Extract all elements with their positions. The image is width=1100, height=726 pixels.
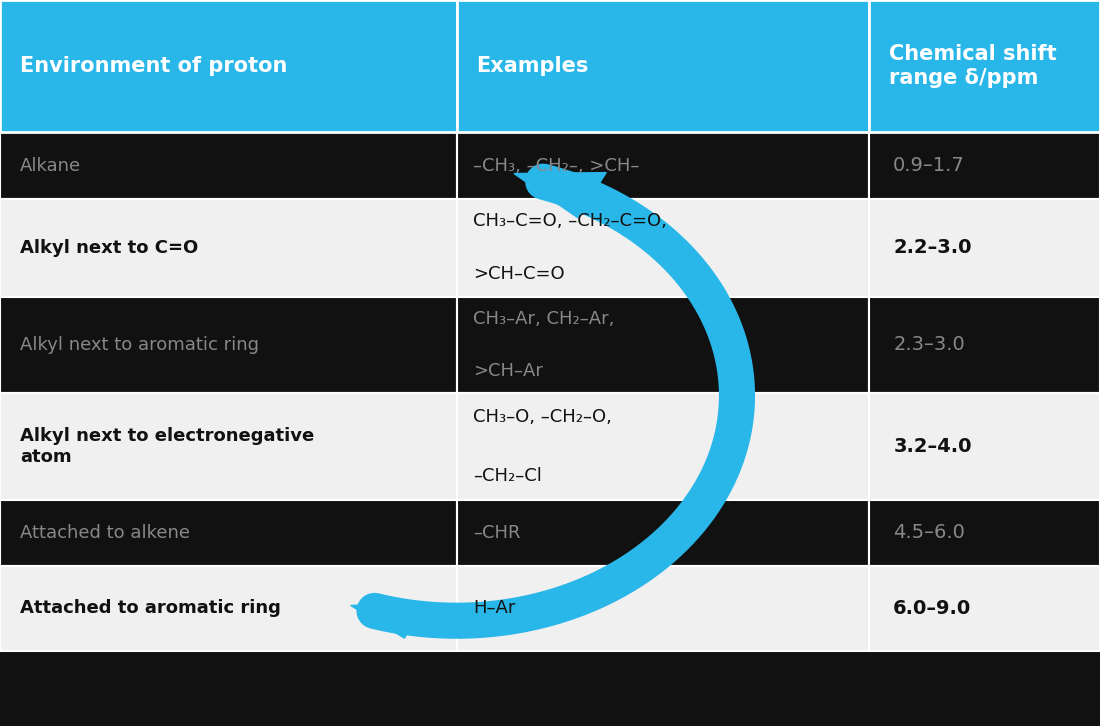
Text: Alkyl next to electronegative
atom: Alkyl next to electronegative atom bbox=[20, 427, 315, 466]
Bar bbox=[869, 566, 1100, 651]
Text: Environment of proton: Environment of proton bbox=[20, 56, 287, 76]
Text: Attached to alkene: Attached to alkene bbox=[20, 524, 190, 542]
Bar bbox=[869, 132, 1100, 199]
Text: –CH₂–Cl: –CH₂–Cl bbox=[473, 467, 542, 484]
Bar bbox=[0, 566, 456, 651]
Bar bbox=[0, 0, 456, 132]
Bar bbox=[0, 132, 456, 199]
Text: >CH–C=O: >CH–C=O bbox=[473, 266, 564, 283]
Bar bbox=[456, 566, 869, 651]
Text: >CH–Ar: >CH–Ar bbox=[473, 362, 543, 380]
Bar bbox=[869, 199, 1100, 297]
Bar bbox=[456, 199, 869, 297]
Bar bbox=[456, 0, 869, 132]
Text: H–Ar: H–Ar bbox=[473, 600, 516, 617]
Polygon shape bbox=[351, 602, 424, 638]
Text: –CH₃, –CH₂–, >CH–: –CH₃, –CH₂–, >CH– bbox=[473, 157, 639, 174]
Text: 4.5–6.0: 4.5–6.0 bbox=[893, 523, 965, 542]
Text: Chemical shift
range δ/ppm: Chemical shift range δ/ppm bbox=[889, 44, 1056, 88]
Bar bbox=[0, 297, 456, 393]
Text: CH₃–C=O, –CH₂–C=O,: CH₃–C=O, –CH₂–C=O, bbox=[473, 213, 667, 230]
Text: 3.2–4.0: 3.2–4.0 bbox=[893, 437, 971, 456]
Bar bbox=[456, 393, 869, 500]
Text: –CHR: –CHR bbox=[473, 524, 520, 542]
Text: Attached to aromatic ring: Attached to aromatic ring bbox=[20, 600, 281, 617]
Text: Alkyl next to C=O: Alkyl next to C=O bbox=[20, 239, 198, 257]
Bar bbox=[0, 393, 456, 500]
Text: 2.2–3.0: 2.2–3.0 bbox=[893, 238, 971, 258]
Bar bbox=[456, 132, 869, 199]
Text: Alkane: Alkane bbox=[20, 157, 81, 174]
Bar bbox=[456, 297, 869, 393]
Text: CH₃–O, –CH₂–O,: CH₃–O, –CH₂–O, bbox=[473, 409, 612, 426]
Bar bbox=[0, 199, 456, 297]
Bar bbox=[869, 500, 1100, 566]
Bar bbox=[869, 297, 1100, 393]
Bar bbox=[456, 500, 869, 566]
Text: 6.0–9.0: 6.0–9.0 bbox=[893, 599, 971, 618]
Bar bbox=[0, 500, 456, 566]
Text: Examples: Examples bbox=[476, 56, 588, 76]
Text: Alkyl next to aromatic ring: Alkyl next to aromatic ring bbox=[20, 336, 258, 354]
Bar bbox=[869, 393, 1100, 500]
Text: 2.3–3.0: 2.3–3.0 bbox=[893, 335, 965, 354]
Polygon shape bbox=[514, 173, 606, 218]
Bar bbox=[869, 0, 1100, 132]
Text: 0.9–1.7: 0.9–1.7 bbox=[893, 156, 965, 175]
Text: CH₃–Ar, CH₂–Ar,: CH₃–Ar, CH₂–Ar, bbox=[473, 310, 615, 328]
